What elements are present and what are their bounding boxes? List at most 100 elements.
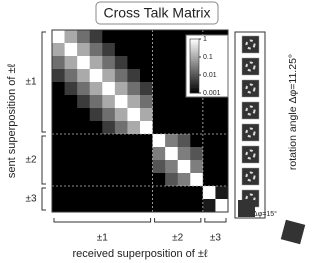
cell bbox=[165, 56, 179, 70]
cell bbox=[77, 69, 91, 83]
cell bbox=[114, 147, 128, 161]
mode-image bbox=[241, 57, 260, 76]
colorbar-step bbox=[190, 76, 199, 79]
cell bbox=[152, 95, 166, 109]
cell bbox=[127, 30, 141, 44]
cell bbox=[64, 56, 78, 70]
cell bbox=[102, 121, 116, 135]
cell bbox=[152, 186, 166, 200]
cell bbox=[140, 147, 153, 161]
colorbar-step bbox=[190, 89, 199, 92]
cell bbox=[177, 199, 191, 213]
cell bbox=[140, 173, 153, 187]
cell bbox=[102, 95, 116, 109]
colorbar-step bbox=[190, 40, 199, 43]
cell bbox=[165, 121, 179, 135]
cell bbox=[127, 43, 141, 57]
cell bbox=[202, 160, 216, 174]
cell bbox=[127, 56, 141, 70]
cell bbox=[127, 134, 141, 148]
cell bbox=[140, 108, 153, 122]
cell bbox=[202, 199, 216, 213]
cell bbox=[52, 134, 65, 148]
x-group-label: ±3 bbox=[210, 233, 221, 244]
cell bbox=[52, 82, 65, 96]
colorbar-step bbox=[190, 55, 199, 58]
cell bbox=[165, 199, 179, 213]
cell bbox=[165, 108, 179, 122]
colorbar-step bbox=[190, 85, 199, 88]
cell bbox=[152, 121, 166, 135]
cell bbox=[89, 134, 103, 148]
cell bbox=[152, 199, 166, 213]
x-group-bracket bbox=[204, 218, 227, 223]
cell bbox=[152, 69, 166, 83]
cell bbox=[64, 134, 78, 148]
cell bbox=[190, 95, 204, 109]
cell bbox=[64, 186, 78, 200]
cell bbox=[114, 134, 128, 148]
cell bbox=[165, 30, 179, 44]
cell bbox=[114, 43, 128, 57]
cell bbox=[127, 95, 141, 109]
cell bbox=[127, 108, 141, 122]
y-group-label: ±3 bbox=[25, 194, 36, 205]
colorbar-step bbox=[190, 67, 199, 70]
mode-lobe bbox=[245, 149, 256, 160]
cell bbox=[190, 199, 204, 213]
cell bbox=[190, 147, 204, 161]
colorbar-step bbox=[190, 66, 199, 69]
cell bbox=[215, 108, 229, 122]
colorbar-tick-label: 0.01 bbox=[203, 72, 217, 79]
cell bbox=[77, 134, 91, 148]
cell bbox=[140, 160, 153, 174]
cell bbox=[89, 160, 103, 174]
colorbar-step bbox=[190, 75, 199, 78]
cell bbox=[102, 30, 116, 44]
cell bbox=[89, 173, 103, 187]
mode-image bbox=[238, 200, 255, 217]
chart-title: Cross Talk Matrix bbox=[103, 5, 210, 21]
cell bbox=[165, 69, 179, 83]
x-group-bracket bbox=[154, 218, 202, 223]
colorbar-tick-label: 0.1 bbox=[203, 54, 213, 61]
colorbar-step bbox=[190, 60, 199, 63]
cell bbox=[215, 199, 229, 213]
cell bbox=[177, 108, 191, 122]
cell bbox=[89, 147, 103, 161]
cell bbox=[52, 160, 65, 174]
cell bbox=[127, 82, 141, 96]
cell bbox=[165, 95, 179, 109]
cell bbox=[177, 160, 191, 174]
colorbar-step bbox=[190, 46, 199, 49]
cell bbox=[102, 56, 116, 70]
mode-image bbox=[241, 101, 260, 120]
cell bbox=[190, 121, 204, 135]
cell bbox=[114, 69, 128, 83]
cell bbox=[52, 199, 65, 213]
cell bbox=[52, 121, 65, 135]
y-group-bracket bbox=[41, 135, 46, 185]
colorbar-step bbox=[190, 73, 199, 76]
cell bbox=[64, 199, 78, 213]
x-group-label: ±2 bbox=[172, 233, 183, 244]
cell bbox=[77, 199, 91, 213]
cell bbox=[89, 121, 103, 135]
cell bbox=[215, 134, 229, 148]
cell bbox=[89, 186, 103, 200]
cell bbox=[102, 108, 116, 122]
cell bbox=[77, 173, 91, 187]
cell bbox=[77, 30, 91, 44]
colorbar-step bbox=[190, 42, 199, 45]
mode-lobe bbox=[245, 127, 256, 138]
cell bbox=[77, 186, 91, 200]
cell bbox=[165, 147, 179, 161]
cell bbox=[114, 173, 128, 187]
mode-lobe bbox=[245, 105, 256, 116]
cell bbox=[165, 43, 179, 57]
cell bbox=[77, 160, 91, 174]
cell bbox=[140, 121, 153, 135]
cell bbox=[77, 121, 91, 135]
cell bbox=[140, 56, 153, 70]
